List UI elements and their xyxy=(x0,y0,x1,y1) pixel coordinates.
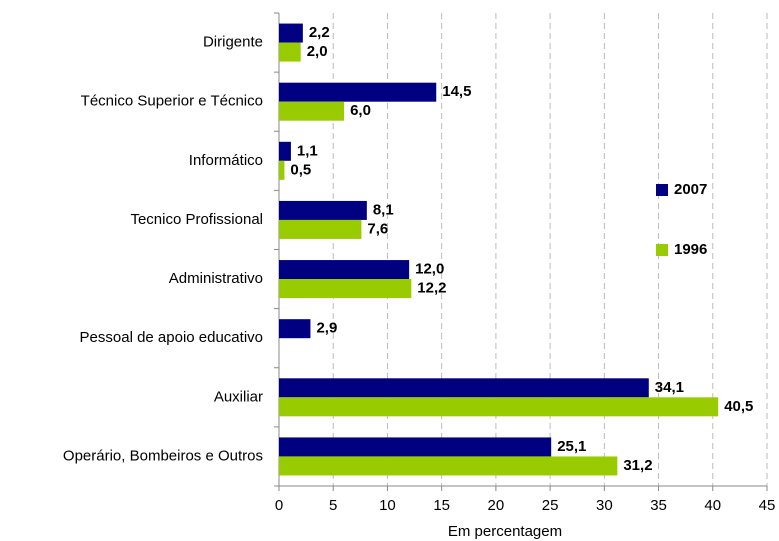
x-axis-title: Em percentagem xyxy=(448,523,562,540)
x-tick-label: 5 xyxy=(329,497,337,514)
value-label: 12,0 xyxy=(415,261,444,278)
legend-swatch xyxy=(656,244,668,256)
value-label: 12,2 xyxy=(417,280,446,297)
value-label: 1,1 xyxy=(297,142,318,159)
bar xyxy=(279,200,367,220)
bar xyxy=(279,279,412,299)
y-tick-label: Auxiliar xyxy=(214,388,263,405)
x-tick-label: 10 xyxy=(379,497,396,514)
value-label: 0,5 xyxy=(290,161,311,178)
legend-swatch xyxy=(656,184,668,196)
value-label: 2,0 xyxy=(307,43,328,60)
legend-label: 2007 xyxy=(674,181,707,198)
bar xyxy=(279,456,618,476)
bar xyxy=(279,160,285,180)
bar xyxy=(279,82,437,102)
bar xyxy=(279,378,649,398)
x-tick-label: 30 xyxy=(596,497,613,514)
bar xyxy=(279,219,362,239)
bar xyxy=(279,101,345,121)
x-tick-label: 0 xyxy=(275,497,283,514)
x-tick-label: 25 xyxy=(542,497,559,514)
bar xyxy=(279,437,552,457)
value-label: 40,5 xyxy=(724,398,753,415)
value-label: 31,2 xyxy=(623,457,652,474)
x-tick-label: 35 xyxy=(650,497,667,514)
value-label: 8,1 xyxy=(373,201,394,218)
y-tick-label: Pessoal de apoio educativo xyxy=(80,329,263,346)
y-tick-label: Tecnico Profissional xyxy=(130,211,263,228)
value-label: 7,6 xyxy=(367,220,388,237)
value-label: 25,1 xyxy=(557,438,586,455)
value-label: 2,9 xyxy=(316,320,337,337)
y-tick-label: Dirigente xyxy=(203,34,263,51)
x-tick-label: 20 xyxy=(488,497,505,514)
value-label: 6,0 xyxy=(350,102,371,119)
bar xyxy=(279,397,719,417)
value-label: 14,5 xyxy=(442,83,471,100)
y-tick-label: Informático xyxy=(189,152,263,169)
bar xyxy=(279,42,301,62)
x-tick-label: 40 xyxy=(704,497,721,514)
value-label: 2,2 xyxy=(309,24,330,41)
value-label: 34,1 xyxy=(655,379,684,396)
x-tick-label: 15 xyxy=(433,497,450,514)
y-tick-label: Administrativo xyxy=(169,270,263,287)
bar xyxy=(279,23,303,43)
bar xyxy=(279,141,291,161)
y-tick-label: Técnico Superior e Técnico xyxy=(81,93,263,110)
x-tick-label: 45 xyxy=(759,497,776,514)
bar xyxy=(279,260,410,280)
y-tick-label: Operário, Bombeiros e Outros xyxy=(63,447,263,464)
bar xyxy=(279,319,311,339)
legend-label: 1996 xyxy=(674,241,707,258)
